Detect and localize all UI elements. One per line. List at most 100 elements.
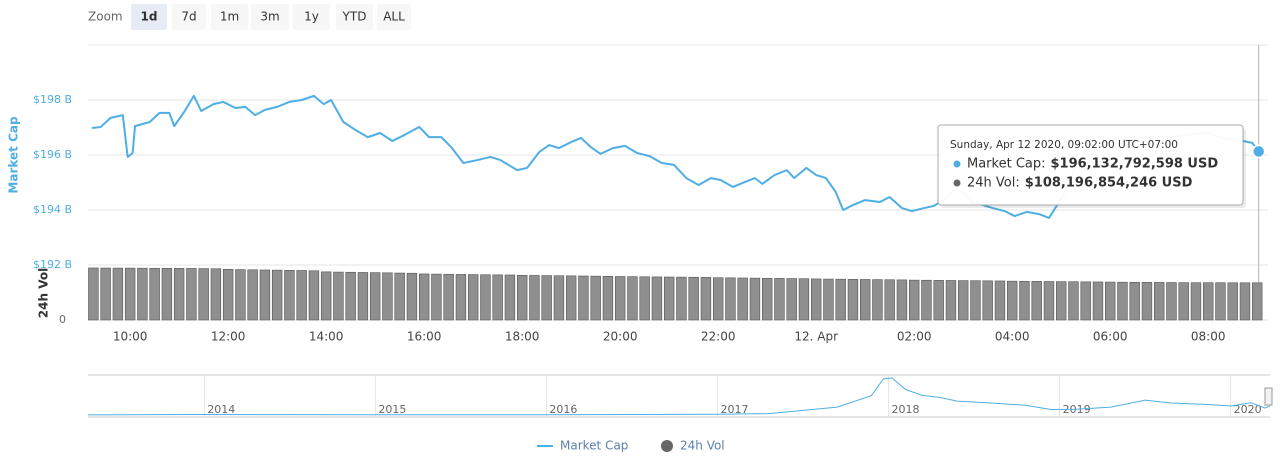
zoom-button-label: 1d <box>141 10 158 24</box>
y-tick-label: $194 B <box>33 203 72 216</box>
zoom-button[interactable]: 3m <box>251 4 289 30</box>
zoom-button[interactable]: 1d <box>131 4 167 30</box>
volume-bar <box>173 268 185 321</box>
zoom-button[interactable]: 1m <box>211 4 248 30</box>
volume-bar <box>651 276 663 321</box>
volume-bar <box>1043 281 1055 321</box>
volume-bar <box>504 274 516 321</box>
volume-bar <box>369 272 381 321</box>
volume-bar <box>688 276 699 321</box>
volume-bar <box>884 279 895 321</box>
volume-bar <box>1252 282 1263 321</box>
volume-bar <box>847 279 859 321</box>
volume-bar <box>112 267 124 321</box>
y-tick-label: $192 B <box>33 258 72 271</box>
volume-bar <box>1068 281 1079 321</box>
volume-bar <box>333 271 344 321</box>
volume-bar <box>357 272 369 321</box>
volume-bar <box>1092 281 1104 321</box>
volume-bar <box>541 275 552 321</box>
legend-label: Market Cap <box>560 439 628 453</box>
volume-bar <box>1141 282 1153 321</box>
volume-bar <box>161 267 173 321</box>
volume-bar <box>1190 282 1202 321</box>
zoom-button-label: 1y <box>304 10 319 24</box>
x-tick-label: 06:00 <box>1093 330 1128 344</box>
zoom-button-bg <box>293 4 330 30</box>
tooltip: Sunday, Apr 12 2020, 09:02:00 UTC+07:00 M… <box>937 124 1246 208</box>
volume-bar <box>320 271 332 321</box>
x-tick-label: 02:00 <box>897 330 932 344</box>
volume-bar <box>908 279 920 321</box>
zoom-button-label: 3m <box>260 10 279 24</box>
x-tick-label: 08:00 <box>1191 330 1226 344</box>
volume-bar <box>835 278 846 321</box>
volume-bar <box>1080 281 1091 321</box>
volume-bar <box>431 273 442 321</box>
legend-swatch <box>661 440 673 452</box>
volume-bar <box>786 278 797 321</box>
zoom-button-bg <box>377 4 411 30</box>
navigator-tick-label: 2014 <box>207 403 235 416</box>
zoom-button[interactable]: 7d <box>172 4 206 30</box>
zoom-button-label: ALL <box>383 10 405 24</box>
volume-bar <box>88 267 99 321</box>
volume-bar <box>872 279 883 321</box>
volume-bar <box>1215 282 1226 321</box>
zoom-button[interactable]: YTD <box>336 4 373 30</box>
volume-bar <box>467 274 479 321</box>
volume-bar <box>639 276 650 321</box>
volume-bar <box>382 272 393 321</box>
volume-bar <box>198 268 209 321</box>
volume-bar <box>149 267 160 321</box>
zoom-button-bg <box>211 4 248 30</box>
volume-bar <box>565 275 577 321</box>
zoom-button-label: 1m <box>220 10 239 24</box>
volume-bar <box>235 269 246 321</box>
volume-bar <box>124 267 136 321</box>
navigator-tick-label: 2020 <box>1234 403 1262 416</box>
volume-bar <box>259 269 271 321</box>
zoom-button-bg <box>336 4 373 30</box>
volume-bar <box>737 277 748 321</box>
tooltip-dot <box>953 160 961 168</box>
volume-bar <box>798 278 810 321</box>
volume-bar <box>553 275 565 321</box>
hover-point <box>1251 144 1266 159</box>
volume-bar <box>1178 282 1189 321</box>
volume-bar <box>970 280 981 321</box>
zoom-button-bg <box>251 4 289 30</box>
volume-bar <box>492 274 503 321</box>
volume-bar <box>994 280 1006 321</box>
legend-item[interactable]: Market Cap <box>537 439 628 453</box>
volume-bar <box>284 269 295 321</box>
zoom-button[interactable]: 1y <box>293 4 330 30</box>
volume-bar <box>1019 280 1030 321</box>
navigator-tick-label: 2017 <box>720 403 748 416</box>
zoom-button-bg <box>131 4 167 30</box>
volume-bar <box>627 276 638 321</box>
volume-bar <box>1154 282 1165 321</box>
x-tick-label: 12. Apr <box>794 330 838 344</box>
volume-bar <box>774 278 785 321</box>
volume-bar <box>1117 281 1128 321</box>
navigator-tick-label: 2018 <box>892 403 920 416</box>
x-tick-label: 10:00 <box>113 330 148 344</box>
volume-bar <box>345 271 356 321</box>
volume-bar <box>1203 282 1214 321</box>
volume-bar <box>1031 281 1042 321</box>
volume-bar <box>982 280 993 321</box>
tooltip-label: Market Cap: <box>967 157 1046 172</box>
zoom-button[interactable]: ALL <box>377 4 411 30</box>
legend-item[interactable]: 24h Vol <box>661 439 725 453</box>
x-tick-label: 04:00 <box>995 330 1030 344</box>
tooltip-date: Sunday, Apr 12 2020, 09:02:00 UTC+07:00 <box>950 139 1178 151</box>
volume-bar <box>1239 282 1251 321</box>
navigator-line <box>87 377 1271 416</box>
volume-bar <box>676 276 687 321</box>
volume-bar <box>761 277 773 321</box>
volume-bar <box>516 275 528 321</box>
volume-bar <box>590 275 601 321</box>
navigator-handle[interactable] <box>1264 387 1273 406</box>
x-tick-label: 16:00 <box>407 330 442 344</box>
